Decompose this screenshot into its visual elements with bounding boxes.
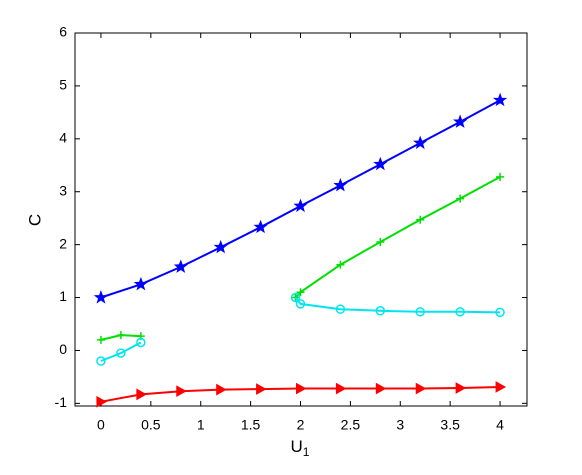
marker-plus [416, 215, 425, 224]
marker-circle [455, 307, 465, 317]
x-tick-label: 3.5 [440, 417, 460, 433]
y-tick-label: 4 [59, 130, 67, 146]
marker-triangle [375, 382, 387, 395]
x-tick-label: 4 [496, 417, 504, 433]
marker-circle [96, 356, 106, 366]
marker-plus [116, 331, 125, 340]
marker-star [293, 198, 308, 213]
x-tick-label: 1.5 [241, 417, 261, 433]
marker-triangle [296, 382, 307, 395]
marker-star [253, 219, 268, 234]
marker-circle [290, 292, 301, 303]
y-tick-label: 1 [59, 288, 67, 304]
marker-circle [136, 337, 146, 348]
marker-circle [116, 348, 126, 358]
marker-triangle [216, 383, 227, 396]
marker-star [333, 177, 348, 192]
y-tick-label: 3 [59, 182, 67, 198]
marker-plus [456, 194, 465, 203]
marker-circle [375, 306, 386, 316]
marker-star [213, 239, 228, 254]
x-tick-label: 2 [297, 417, 305, 433]
plot-area [74, 32, 528, 407]
marker-triangle [176, 385, 187, 398]
y-tick-label: 2 [59, 235, 67, 251]
marker-star [93, 290, 108, 304]
marker-triangle [136, 388, 147, 401]
marker-plus [296, 288, 305, 297]
marker-plus [96, 335, 105, 344]
marker-triangle [455, 382, 467, 394]
marker-star [413, 135, 428, 150]
y-axis-title: C [25, 214, 44, 226]
marker-star [453, 114, 468, 128]
marker-star [373, 156, 388, 171]
x-axis-title: U1 [291, 437, 310, 459]
y-tick-label: -1 [55, 394, 68, 410]
marker-circle [415, 307, 425, 317]
x-tick-label: 0.5 [141, 417, 161, 433]
marker-plus [336, 260, 345, 269]
y-tick-label: 6 [59, 24, 67, 40]
marker-circle [335, 304, 346, 314]
marker-star [173, 259, 188, 273]
x-tick-label: 1 [197, 417, 205, 433]
x-tick-label: 0 [97, 417, 105, 433]
marker-circle [295, 299, 306, 309]
series-line [100, 296, 501, 362]
marker-triangle [335, 382, 347, 395]
marker-triangle [96, 395, 107, 408]
marker-star [133, 276, 148, 291]
x-axis-title-base: U [291, 437, 303, 456]
marker-triangle [495, 381, 507, 393]
marker-triangle [415, 382, 427, 395]
x-tick-label: 3 [396, 417, 404, 433]
marker-star [493, 92, 508, 107]
marker-triangle [256, 383, 267, 395]
x-tick-label: 2.5 [341, 417, 361, 433]
marker-plus [376, 237, 385, 246]
marker-circle [495, 307, 505, 318]
y-tick-label: 5 [59, 77, 67, 93]
y-tick-label: 0 [59, 341, 67, 357]
marker-plus [496, 172, 505, 181]
x-axis-title-sub: 1 [303, 445, 310, 459]
